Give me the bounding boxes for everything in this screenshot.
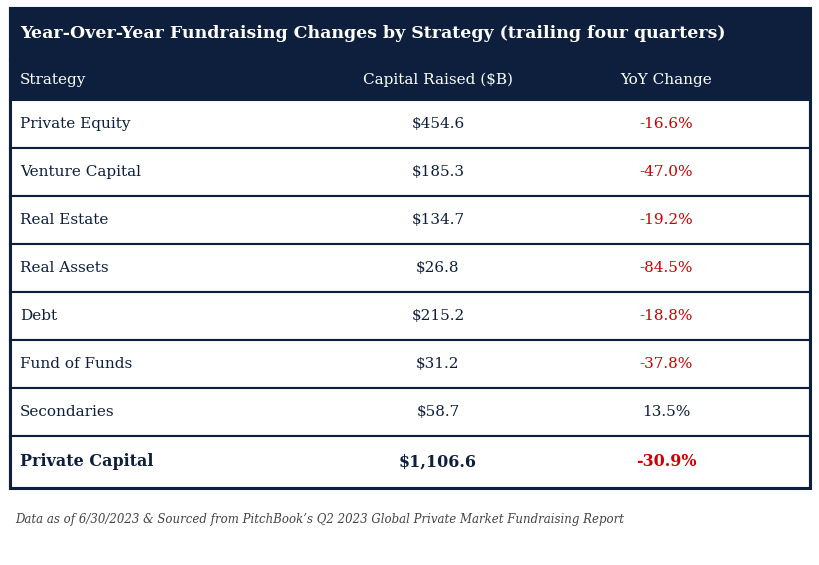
Bar [10,8,809,488]
Text: $31.2: $31.2 [416,357,459,371]
Text: $454.6: $454.6 [411,117,464,131]
Text: Strategy: Strategy [20,73,86,87]
Text: $134.7: $134.7 [411,213,464,227]
Bar [10,436,809,488]
Text: -30.9%: -30.9% [635,454,695,471]
Text: Real Assets: Real Assets [20,261,108,275]
Text: $215.2: $215.2 [411,309,464,323]
Bar [10,60,809,100]
Text: Private Equity: Private Equity [20,117,130,131]
Text: $26.8: $26.8 [416,261,459,275]
Text: $58.7: $58.7 [416,405,459,419]
Bar [10,388,809,436]
Text: -16.6%: -16.6% [638,117,692,131]
Bar [10,244,809,292]
Text: 13.5%: 13.5% [641,405,690,419]
Text: $185.3: $185.3 [411,165,464,179]
Text: -37.8%: -37.8% [639,357,692,371]
Text: YoY Change: YoY Change [619,73,711,87]
Text: $1,106.6: $1,106.6 [399,454,477,471]
Text: Venture Capital: Venture Capital [20,165,141,179]
Text: Data as of 6/30/2023 & Sourced from PitchBook’s Q2 2023 Global Private Market Fu: Data as of 6/30/2023 & Sourced from Pitc… [15,514,623,527]
Text: Secondaries: Secondaries [20,405,115,419]
Text: Fund of Funds: Fund of Funds [20,357,132,371]
Text: -19.2%: -19.2% [638,213,692,227]
Bar [10,100,809,148]
Text: -18.8%: -18.8% [639,309,692,323]
Bar [10,8,809,60]
Bar [10,292,809,340]
Text: Capital Raised ($B): Capital Raised ($B) [363,73,513,87]
Text: Real Estate: Real Estate [20,213,108,227]
Bar [10,340,809,388]
Text: -84.5%: -84.5% [639,261,692,275]
Bar [10,196,809,244]
Text: Debt: Debt [20,309,57,323]
Text: Private Capital: Private Capital [20,454,153,471]
Text: Year-Over-Year Fundraising Changes by Strategy (trailing four quarters): Year-Over-Year Fundraising Changes by St… [20,25,725,42]
Text: -47.0%: -47.0% [638,165,692,179]
Bar [10,148,809,196]
